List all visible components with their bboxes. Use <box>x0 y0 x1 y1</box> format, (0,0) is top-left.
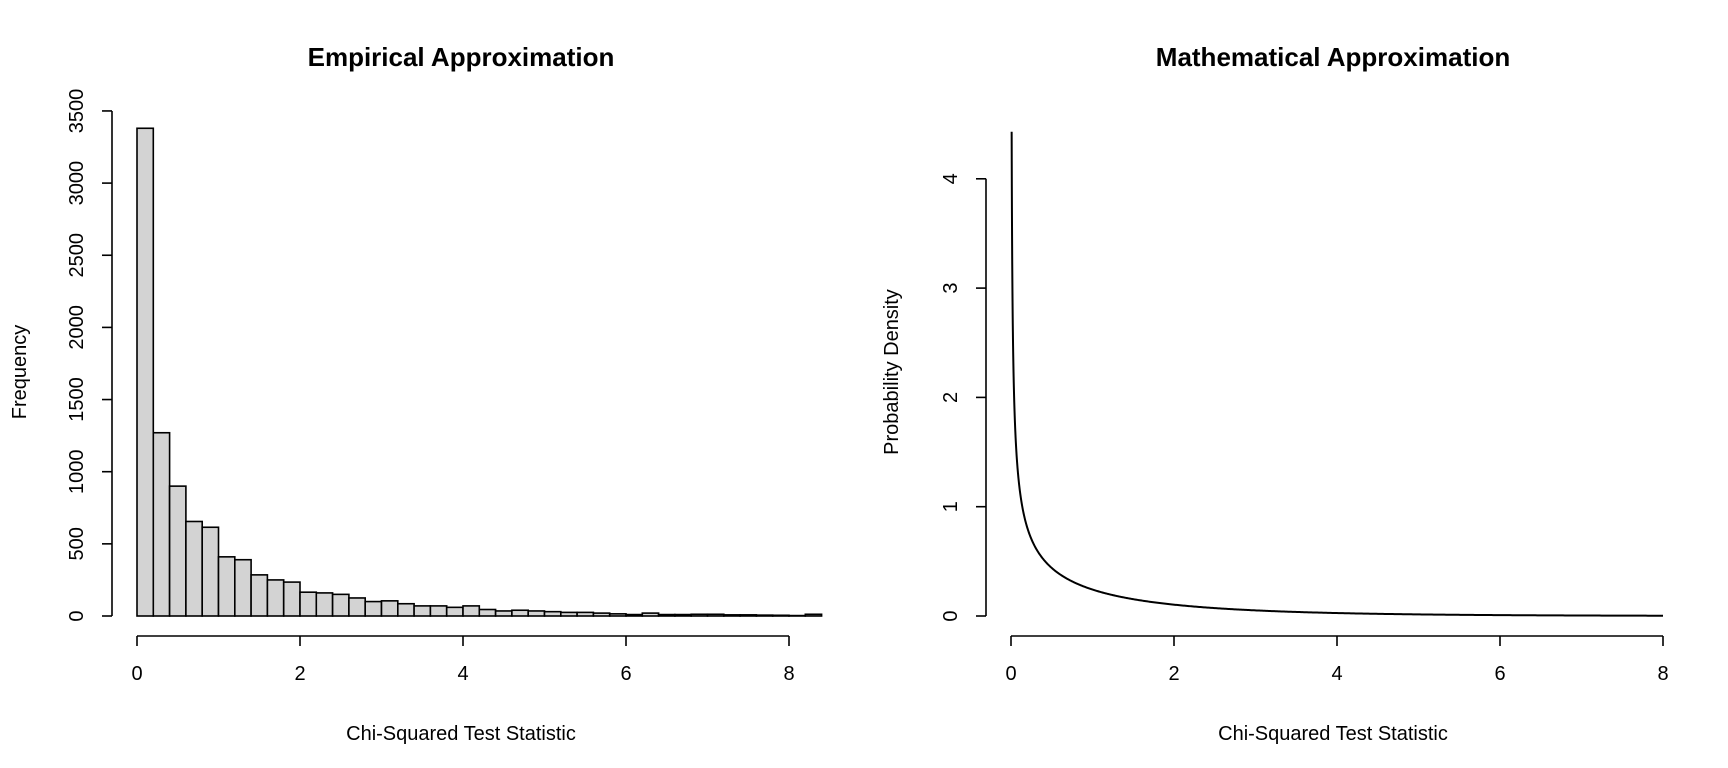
histogram-bar <box>185 520 203 617</box>
histogram-bar <box>494 610 513 617</box>
histogram-y-axis: 0 500 1000 1500 2000 2500 3000 3500 <box>66 89 113 622</box>
histogram-y-axis-label: Frequency <box>9 325 31 420</box>
histogram-bar <box>282 581 301 617</box>
histogram-bar <box>413 605 432 617</box>
histogram-bar <box>657 613 676 617</box>
histogram-bar <box>608 613 627 617</box>
density-y-tick-label: 2 <box>940 392 962 403</box>
density-x-axis: 0 2 4 6 8 <box>1005 635 1669 685</box>
histogram-y-tick-label: 3000 <box>66 161 88 206</box>
histogram-bar <box>168 485 187 617</box>
histogram-bar <box>152 431 171 617</box>
histogram-bar <box>429 605 448 617</box>
histogram-bar <box>478 608 497 617</box>
histogram-y-tick-label: 1000 <box>66 449 88 494</box>
histogram-y-tick-label: 1500 <box>66 377 88 422</box>
density-y-axis: 0 1 2 3 4 <box>940 173 987 622</box>
histogram-title: Empirical Approximation <box>308 42 615 72</box>
histogram-bar <box>641 612 660 617</box>
histogram-bar <box>396 602 415 617</box>
histogram-x-axis: 0 2 4 6 8 <box>131 635 795 685</box>
density-x-tick-label: 6 <box>1494 663 1505 685</box>
histogram-bar <box>576 611 595 617</box>
histogram-bar <box>722 614 741 617</box>
histogram-bar <box>706 613 725 617</box>
histogram-x-axis-label: Chi-Squared Test Statistic <box>346 723 576 745</box>
histogram-y-tick-label: 500 <box>66 527 88 560</box>
histogram-bar <box>755 614 774 617</box>
histogram-bar <box>217 556 236 617</box>
histogram-x-tick-label: 8 <box>783 663 794 685</box>
histogram-panel: Empirical Approximation Chi-Squared Test… <box>9 42 823 745</box>
histogram-bar <box>462 605 481 617</box>
histogram-bar <box>804 613 823 617</box>
histogram-bar <box>527 610 546 617</box>
histogram-y-tick-label: 2000 <box>66 305 88 350</box>
histogram-x-tick-label: 2 <box>294 663 305 685</box>
histogram-bar <box>364 600 383 617</box>
histogram-bar <box>445 606 464 617</box>
histogram-bar <box>234 558 252 617</box>
histogram-bar <box>266 579 285 617</box>
density-x-tick-label: 8 <box>1657 663 1668 685</box>
histogram-bars <box>136 127 823 617</box>
density-x-tick-label: 4 <box>1331 663 1342 685</box>
density-title: Mathematical Approximation <box>1156 42 1510 72</box>
histogram-bar <box>543 610 562 617</box>
histogram-bar <box>348 597 366 617</box>
histogram-bar <box>690 613 709 617</box>
histogram-bar <box>592 612 611 617</box>
density-panel: Mathematical Approximation Chi-Squared T… <box>881 42 1669 745</box>
density-y-axis-label: Probability Density <box>881 289 903 455</box>
histogram-bar <box>625 613 644 617</box>
histogram-bar <box>331 593 350 617</box>
histogram-y-tick-label: 3500 <box>66 89 88 134</box>
density-y-tick-label: 4 <box>940 173 962 184</box>
histogram-x-tick-label: 0 <box>131 663 142 685</box>
histogram-bar <box>315 592 334 617</box>
histogram-bar <box>771 614 790 617</box>
density-y-tick-label: 0 <box>940 610 962 621</box>
histogram-y-tick-label: 0 <box>66 610 88 621</box>
density-y-tick-label: 3 <box>940 283 962 294</box>
histogram-bar <box>201 526 220 617</box>
density-x-axis-label: Chi-Squared Test Statistic <box>1218 723 1448 745</box>
density-curve <box>1010 131 1664 617</box>
histogram-bar <box>739 614 758 617</box>
histogram-bar <box>511 609 529 617</box>
histogram-bar <box>250 574 269 617</box>
histogram-bar <box>674 613 693 617</box>
histogram-bar <box>299 591 318 617</box>
density-y-tick-label: 1 <box>940 501 962 512</box>
density-x-tick-label: 0 <box>1005 663 1016 685</box>
histogram-bar <box>136 127 155 617</box>
histogram-y-tick-label: 2500 <box>66 233 88 278</box>
histogram-bar <box>380 600 399 617</box>
density-x-tick-label: 2 <box>1168 663 1179 685</box>
histogram-x-tick-label: 6 <box>620 663 631 685</box>
histogram-bar <box>559 611 578 617</box>
histogram-x-tick-label: 4 <box>457 663 468 685</box>
